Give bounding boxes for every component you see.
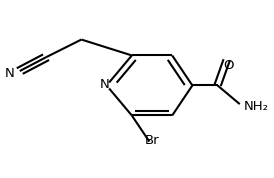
Text: N: N <box>99 78 109 91</box>
Text: Br: Br <box>145 134 159 147</box>
Text: O: O <box>224 59 234 72</box>
Text: NH₂: NH₂ <box>244 100 269 113</box>
Text: N: N <box>5 67 15 80</box>
